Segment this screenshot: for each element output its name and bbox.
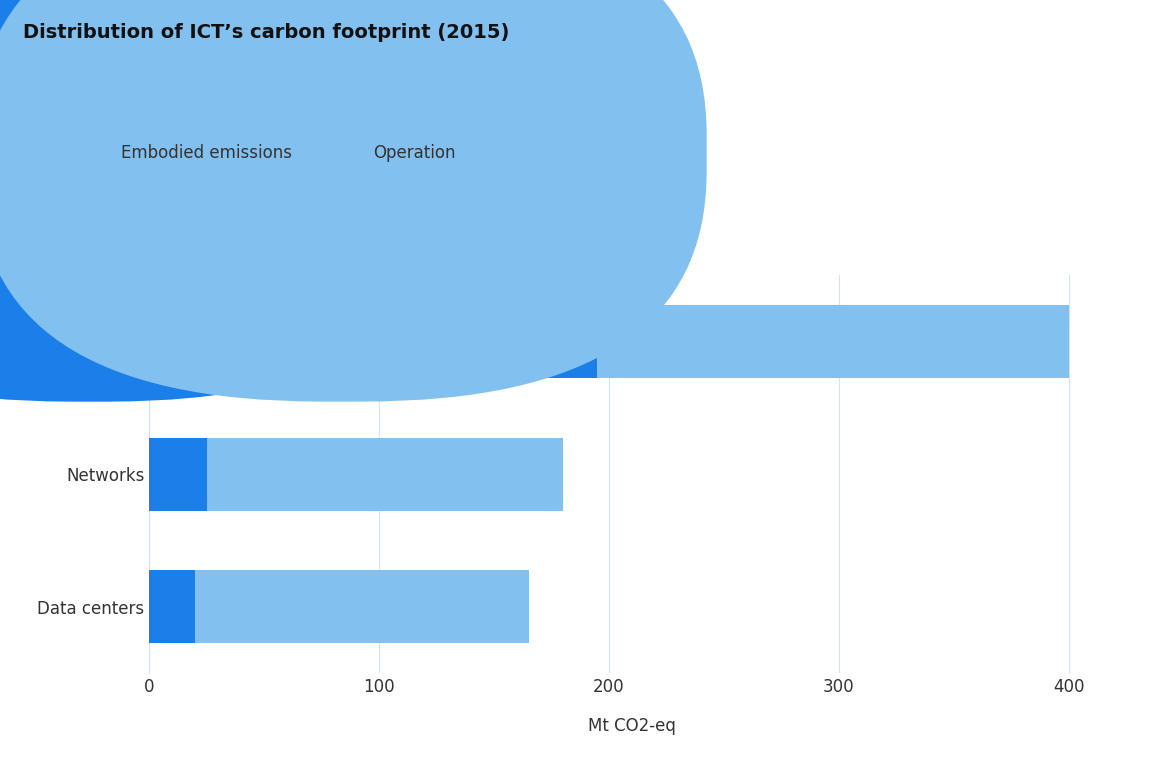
Bar — [149, 438, 207, 511]
Bar — [207, 438, 563, 511]
Bar — [195, 571, 529, 643]
Text: Embodied emissions: Embodied emissions — [121, 144, 292, 162]
X-axis label: Mt CO2-eq: Mt CO2-eq — [588, 717, 676, 735]
Bar — [149, 305, 597, 378]
Text: Operation: Operation — [373, 144, 456, 162]
Text: Distribution of ICT’s carbon footprint (2015): Distribution of ICT’s carbon footprint (… — [23, 23, 509, 42]
Bar — [149, 571, 195, 643]
Bar — [597, 305, 1069, 378]
